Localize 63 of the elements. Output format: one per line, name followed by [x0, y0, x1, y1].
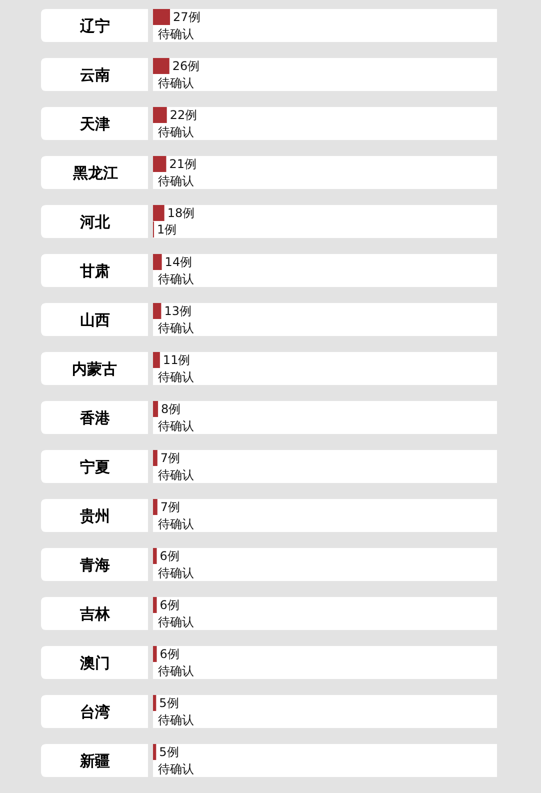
data-label: 21例 [169, 157, 196, 171]
bar [153, 744, 156, 760]
data-label: 26例 [172, 59, 200, 73]
data-label: 18例 [167, 206, 195, 220]
bar [153, 303, 162, 319]
text: 待确认 [158, 419, 194, 433]
data-label: 6例 [160, 549, 180, 563]
data-label: 5例 [159, 696, 179, 710]
data-label: 6例 [160, 598, 180, 612]
text: 待确认 [158, 370, 194, 384]
bar [153, 597, 157, 613]
y-tick-label: 台湾 [80, 703, 110, 721]
bar [153, 9, 170, 25]
bar [153, 401, 158, 417]
bar [153, 352, 160, 368]
text: 待确认 [158, 468, 194, 482]
y-tick-label: 甘肃 [79, 262, 110, 280]
bar [153, 58, 170, 74]
data-label: 6例 [160, 647, 180, 661]
data-label: 1例 [157, 222, 177, 236]
y-tick-label: 黑龙江 [72, 164, 118, 182]
data-label: 13例 [164, 304, 192, 318]
text: 待确认 [158, 713, 194, 727]
y-tick-label: 云南 [80, 66, 110, 84]
y-tick-label: 新疆 [79, 752, 110, 770]
data-label: 27例 [173, 10, 200, 24]
y-tick-label: 青海 [79, 556, 110, 574]
text: 待确认 [158, 615, 194, 629]
text: 待确认 [158, 321, 194, 335]
y-tick-label: 吉林 [79, 605, 111, 623]
data-label: 7例 [160, 451, 180, 465]
y-tick-label: 辽宁 [79, 17, 110, 35]
bar [153, 254, 162, 270]
y-tick-label: 宁夏 [80, 458, 110, 476]
bar [153, 107, 167, 123]
bar [153, 646, 157, 662]
y-tick-label: 内蒙古 [72, 360, 117, 378]
y-tick-label: 贵州 [79, 507, 110, 525]
bar [153, 450, 158, 466]
bar [153, 156, 166, 172]
data-label: 22例 [170, 108, 198, 122]
bar [153, 695, 156, 711]
text: 待确认 [158, 566, 194, 580]
y-tick-label: 澳门 [79, 654, 110, 672]
text: 待确认 [158, 664, 194, 678]
text: 待确认 [158, 272, 194, 286]
text: 待确认 [158, 76, 194, 90]
y-tick-label: 河北 [79, 213, 111, 231]
y-tick-label: 山西 [80, 311, 110, 329]
y-tick-label: 天津 [79, 115, 110, 133]
data-label: 11例 [162, 353, 190, 367]
data-label: 14例 [164, 255, 192, 269]
text: 待确认 [158, 27, 194, 41]
bar [153, 548, 157, 564]
text: 待确认 [158, 517, 194, 531]
data-label: 7例 [160, 500, 180, 514]
y-tick-label: 香港 [79, 409, 111, 427]
data-label: 5例 [159, 745, 179, 759]
text: 待确认 [158, 125, 194, 139]
text: 待确认 [158, 762, 194, 776]
data-label: 8例 [161, 402, 181, 416]
text: 待确认 [158, 174, 194, 188]
bar [153, 499, 158, 515]
